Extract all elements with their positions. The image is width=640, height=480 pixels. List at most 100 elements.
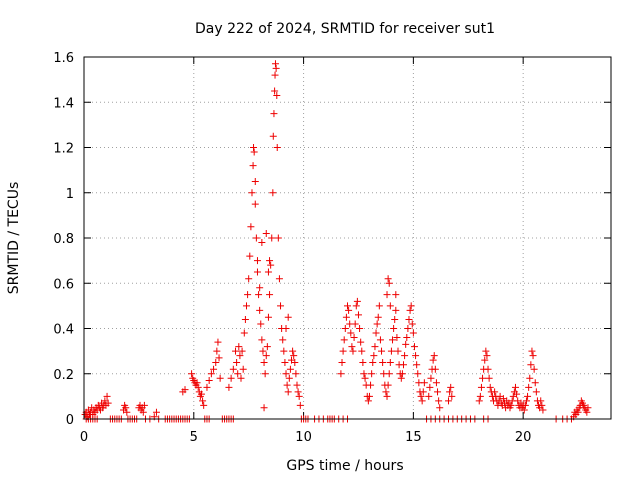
data-point (386, 358, 394, 366)
data-point (477, 383, 485, 391)
data-point (361, 374, 369, 382)
data-point (251, 200, 259, 208)
data-point (122, 404, 130, 412)
data-point (262, 229, 270, 237)
data-point (244, 291, 252, 299)
data-point (337, 370, 345, 378)
data-point (262, 352, 270, 360)
data-point (271, 87, 279, 95)
y-tick-label: 0 (66, 413, 74, 428)
data-point (252, 234, 260, 242)
data-point (215, 354, 223, 362)
data-point (479, 374, 487, 382)
data-point (251, 177, 259, 185)
data-point (246, 252, 254, 260)
data-point (282, 370, 290, 378)
data-point (283, 381, 291, 389)
x-tick-label: 0 (80, 430, 88, 445)
data-point (445, 397, 453, 405)
data-point (273, 91, 281, 99)
data-point (431, 365, 439, 373)
data-point (408, 320, 416, 328)
data-point (417, 392, 425, 400)
data-point (365, 392, 373, 400)
data-point (378, 347, 386, 355)
data-point (393, 334, 401, 342)
data-point (430, 352, 438, 360)
data-point (356, 325, 364, 332)
data-point (539, 406, 547, 414)
data-point (342, 313, 350, 321)
data-point (425, 392, 433, 400)
data-point (241, 315, 249, 323)
data-point (532, 388, 540, 396)
data-point (245, 275, 253, 283)
data-point (260, 404, 268, 412)
data-point (528, 347, 536, 355)
data-point (264, 268, 272, 276)
data-point (426, 383, 434, 391)
data-point (429, 356, 437, 364)
data-point (229, 365, 237, 373)
y-tick-label: 1.4 (53, 96, 74, 111)
data-point (359, 358, 367, 366)
data-point (238, 347, 246, 355)
data-point (511, 383, 519, 391)
data-point (406, 306, 414, 314)
data-point (402, 340, 410, 348)
data-point (260, 358, 268, 366)
data-point (368, 370, 376, 378)
data-point (371, 343, 379, 351)
data-point (263, 343, 271, 351)
data-point (530, 365, 538, 373)
data-point (275, 275, 283, 283)
data-point (351, 320, 359, 328)
data-point (529, 352, 537, 360)
data-point (266, 257, 274, 265)
x-tick-label: 5 (190, 430, 198, 445)
data-point (273, 144, 281, 151)
data-point (282, 325, 290, 332)
data-point (379, 358, 387, 366)
data-point (233, 358, 241, 366)
x-tick-label: 20 (515, 430, 532, 445)
data-point (240, 329, 248, 337)
data-point (104, 399, 112, 407)
data-point (257, 320, 265, 328)
data-point (350, 334, 358, 342)
y-tick-label: 1.2 (53, 142, 74, 157)
data-point (341, 325, 349, 332)
data-point (353, 297, 361, 305)
data-point (255, 291, 263, 299)
data-point (284, 313, 292, 321)
data-point (386, 302, 394, 310)
data-point (339, 347, 347, 355)
data-point (348, 343, 356, 351)
data-point (140, 401, 148, 409)
data-point (181, 386, 189, 394)
data-point (427, 374, 435, 382)
data-point (293, 381, 301, 389)
data-point (584, 404, 592, 412)
data-point (352, 302, 360, 310)
data-point (384, 275, 392, 283)
data-point (338, 358, 346, 366)
data-point (382, 388, 390, 396)
data-point (207, 370, 215, 378)
data-point (205, 377, 213, 385)
data-point (284, 388, 292, 396)
data-point (392, 291, 400, 299)
data-point (447, 383, 455, 391)
data-point (292, 370, 300, 378)
data-point (369, 358, 377, 366)
data-point (272, 64, 280, 72)
data-point (295, 392, 303, 400)
data-point (248, 189, 256, 197)
data-point (261, 370, 269, 378)
data-point (193, 379, 201, 387)
data-point (537, 397, 545, 405)
data-point (389, 336, 397, 344)
data-point (364, 397, 372, 405)
y-tick-label: 1 (66, 187, 74, 202)
